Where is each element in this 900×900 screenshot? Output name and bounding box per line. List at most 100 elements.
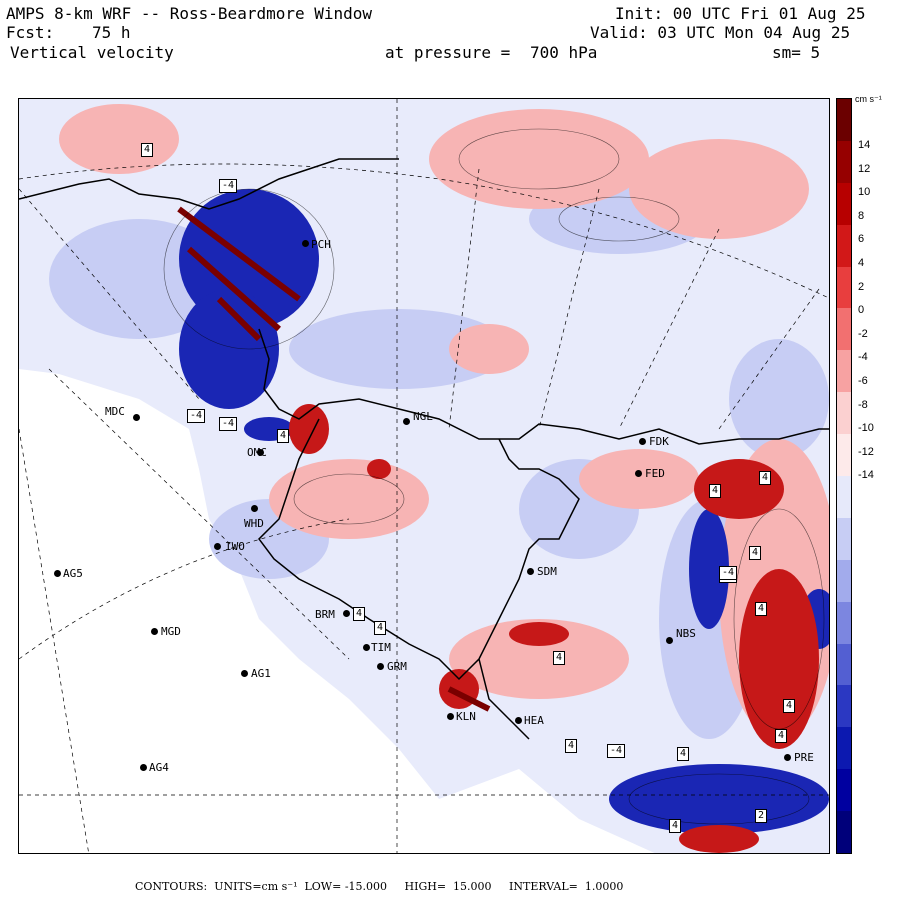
contour-label: 4 [755, 602, 768, 616]
coastline [19, 158, 829, 740]
colorbar-segment [837, 727, 851, 770]
colorbar-segment [837, 266, 851, 309]
station-marker [784, 754, 791, 761]
station-label-ag1: AG1 [251, 667, 271, 680]
station-label-nbs: NBS [676, 627, 696, 640]
contour-label: -4 [219, 179, 238, 193]
station-label-grm: GRM [387, 660, 407, 673]
colorbar-segment [837, 601, 851, 645]
map-panel: 4 -4 -4 4 4 4 -4 4 4 4 -4 4 4 4 -4 4 4 2… [18, 98, 830, 854]
contour-label: 4 [565, 739, 578, 753]
colorbar-tick-label: -6 [858, 375, 868, 387]
colorbar-segment [837, 643, 851, 686]
station-marker [515, 717, 522, 724]
contour-label: 4 [374, 621, 387, 635]
station-marker [343, 610, 350, 617]
station-label-omc: OMC [247, 446, 267, 459]
map-field-svg [19, 99, 829, 853]
station-label-mdc: MDC [105, 405, 125, 418]
contour-label: 4 [277, 429, 290, 443]
station-marker [403, 418, 410, 425]
colorbar-tick-label: 12 [858, 162, 871, 175]
title-line-1: AMPS 8-km WRF -- Ross-Beardmore Window [6, 4, 373, 23]
colorbar [836, 98, 852, 854]
pressure-value: 700 hPa [530, 43, 598, 62]
colorbar-tick-label: 6 [858, 233, 865, 246]
station-marker [257, 449, 264, 456]
colorbar-tick-label: 4 [858, 257, 865, 269]
colorbar-tick-label: 10 [858, 186, 871, 199]
contour-label: 4 [759, 471, 772, 485]
station-label-fdk: FDK [649, 435, 669, 448]
contour-label: 4 [141, 143, 154, 157]
colorbar-segment [837, 769, 851, 812]
station-marker [527, 568, 534, 575]
contour-label: -4 [607, 744, 626, 758]
station-marker [241, 670, 248, 677]
contour-label: 4 [775, 729, 788, 743]
forecast-hour-value: 75 h [92, 23, 131, 42]
colorbar-segment [837, 434, 851, 477]
station-marker [302, 240, 309, 247]
colorbar-segment [837, 559, 851, 603]
no-data-region [19, 369, 655, 853]
graticule [19, 99, 829, 853]
colorbar-units: cm s⁻¹ [855, 94, 882, 104]
station-marker [635, 470, 642, 477]
station-marker [666, 637, 673, 644]
colorbar-tick-label: -4 [858, 351, 868, 364]
station-label-fed: FED [645, 467, 665, 480]
station-label-sdm: SDM [537, 565, 557, 578]
station-marker [363, 644, 370, 651]
field-name: Vertical velocity [10, 43, 174, 62]
station-marker [214, 543, 221, 550]
contour-label: 4 [553, 651, 566, 665]
station-label-ngl: NGL [413, 410, 433, 423]
station-label-pre: PRE [794, 751, 814, 764]
contour-label: 4 [353, 607, 366, 621]
station-label-pch: PCH [311, 238, 331, 251]
station-label-brm: BRM [315, 608, 335, 621]
colorbar-tick-label: -14 [858, 469, 874, 482]
station-label-iwo: IWO [225, 540, 245, 553]
colorbar-tick-label: 2 [858, 280, 865, 293]
contour-label: -4 [219, 417, 238, 431]
colorbar-segment [837, 811, 851, 854]
station-label-whd: WHD [244, 517, 264, 530]
colorbar-segment [837, 182, 851, 226]
colorbar-segment [837, 224, 851, 268]
station-marker [133, 414, 140, 421]
contour-label: 4 [709, 484, 722, 498]
colorbar-tick-label: -8 [858, 398, 868, 411]
colorbar-segment [837, 476, 851, 519]
station-marker [54, 570, 61, 577]
station-marker [447, 713, 454, 720]
colorbar-tick-label: -10 [858, 422, 874, 435]
colorbar-segment [837, 350, 851, 393]
colorbar-tick-label: 14 [858, 139, 871, 151]
colorbar-tick-label: -12 [858, 445, 874, 458]
smoothing-label: sm= 5 [772, 43, 821, 62]
init-time: Init: 00 UTC Fri 01 Aug 25 [615, 4, 866, 23]
valid-time: Valid: 03 UTC Mon 04 Aug 25 [590, 23, 851, 42]
colorbar-tick-label: 0 [858, 304, 865, 317]
station-marker [377, 663, 384, 670]
colorbar-tick-label: -2 [858, 327, 868, 340]
station-label-mgd: MGD [161, 625, 181, 638]
station-marker [140, 764, 147, 771]
station-label-ag5: AG5 [63, 567, 83, 580]
station-label-hea: HEA [524, 714, 544, 727]
contour-info-footer: CONTOURS: UNITS=cm s⁻¹ LOW= -15.000 HIGH… [135, 880, 624, 893]
station-label-tim: TIM [371, 641, 391, 654]
colorbar-segment [837, 308, 851, 351]
contour-label: -4 [187, 409, 206, 423]
station-marker [151, 628, 158, 635]
colorbar-segment [837, 99, 851, 142]
contour-label: -4 [719, 566, 738, 580]
colorbar-tick-label: 8 [858, 209, 865, 222]
contour-label: 4 [669, 819, 682, 833]
station-marker [251, 505, 258, 512]
contour-label: 2 [755, 809, 768, 823]
station-label-ag4: AG4 [149, 761, 169, 774]
forecast-hour-label: Fcst: [6, 23, 55, 42]
